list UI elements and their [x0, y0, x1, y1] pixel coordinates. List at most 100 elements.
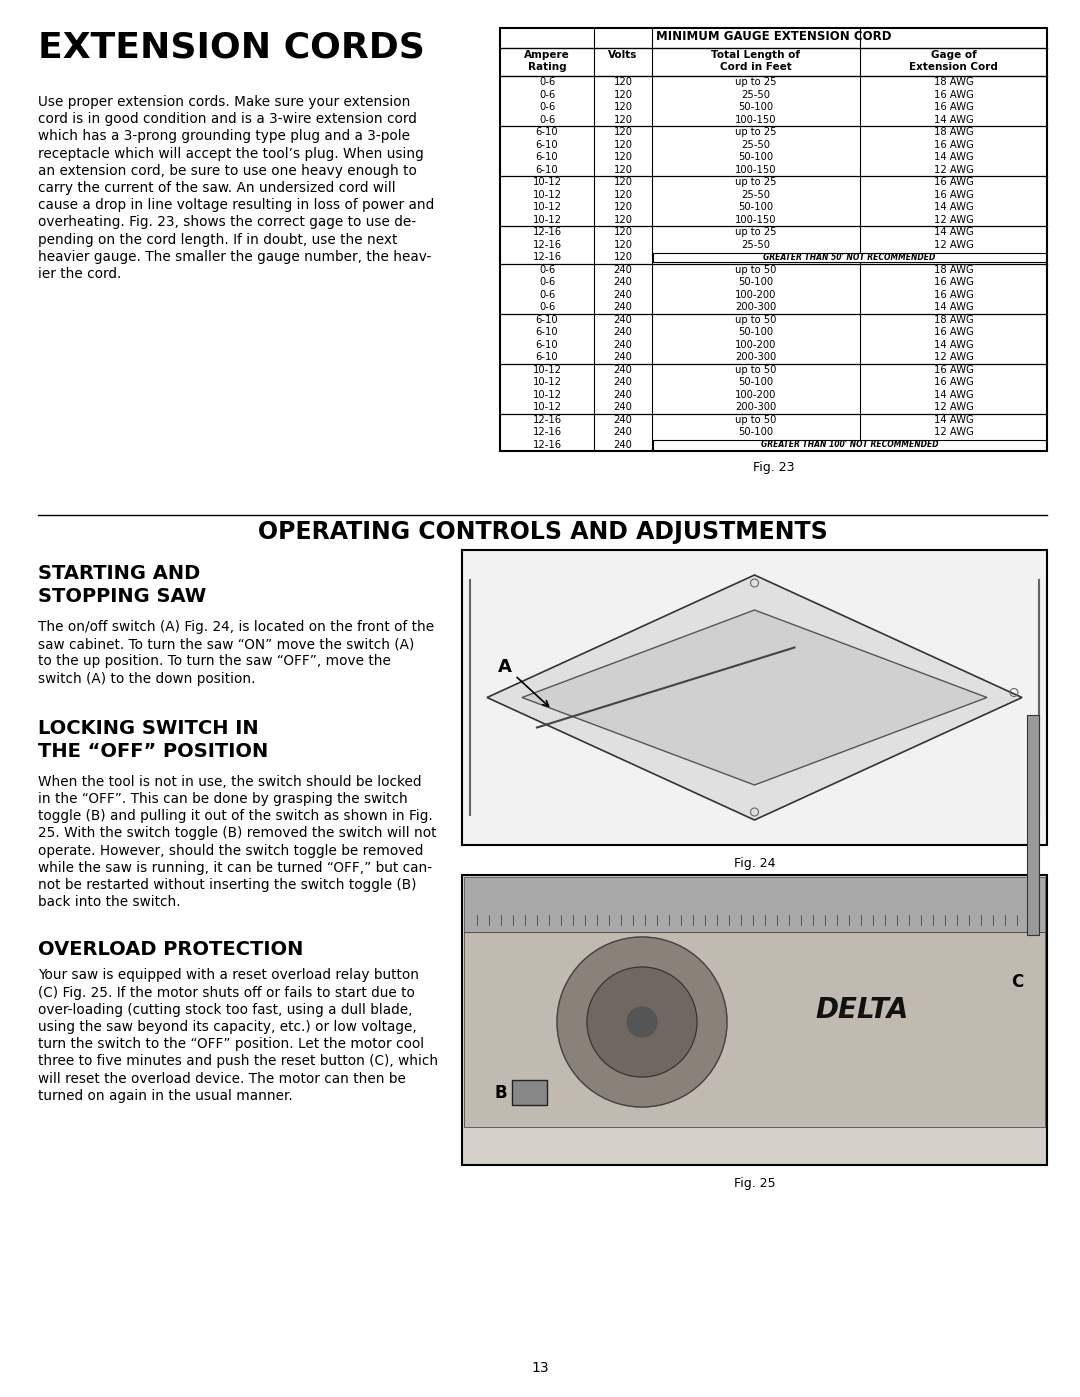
Text: 50-100: 50-100 [739, 277, 773, 288]
Text: 6-10: 6-10 [536, 165, 558, 175]
Text: Fig. 23: Fig. 23 [753, 461, 794, 474]
Text: 0-6: 0-6 [539, 289, 555, 300]
Text: MINIMUM GAUGE EXTENSION CORD: MINIMUM GAUGE EXTENSION CORD [656, 29, 891, 43]
Text: 0-6: 0-6 [539, 115, 555, 124]
Text: 200-300: 200-300 [735, 302, 777, 313]
Text: Your saw is equipped with a reset overload relay button: Your saw is equipped with a reset overlo… [38, 968, 419, 982]
Text: 200-300: 200-300 [735, 352, 777, 362]
Text: 0-6: 0-6 [539, 265, 555, 275]
Text: up to 50: up to 50 [735, 415, 777, 425]
Text: 16 AWG: 16 AWG [933, 190, 973, 200]
Text: 12-16: 12-16 [532, 228, 562, 237]
Text: 16 AWG: 16 AWG [933, 377, 973, 387]
Text: Fig. 25: Fig. 25 [733, 1178, 775, 1190]
Text: 120: 120 [613, 203, 633, 212]
Text: 13: 13 [531, 1361, 549, 1375]
Text: The on/off switch (A) Fig. 24, is located on the front of the: The on/off switch (A) Fig. 24, is locate… [38, 620, 434, 634]
Text: 14 AWG: 14 AWG [933, 390, 973, 400]
Bar [1027, 715, 1039, 935]
Text: 0-6: 0-6 [539, 277, 555, 288]
Text: 18 AWG: 18 AWG [933, 77, 973, 87]
Text: 14 AWG: 14 AWG [933, 152, 973, 162]
Text: 50-100: 50-100 [739, 327, 773, 337]
Bar [500, 28, 1047, 451]
Text: Ampere
Rating: Ampere Rating [524, 50, 570, 73]
Text: carry the current of the saw. An undersized cord will: carry the current of the saw. An undersi… [38, 182, 395, 196]
Text: 10-12: 10-12 [532, 390, 562, 400]
Text: 14 AWG: 14 AWG [933, 228, 973, 237]
Text: 120: 120 [613, 77, 633, 87]
Text: an extension cord, be sure to use one heavy enough to: an extension cord, be sure to use one he… [38, 163, 417, 177]
Text: 50-100: 50-100 [739, 377, 773, 387]
Text: Gage of
Extension Cord: Gage of Extension Cord [909, 50, 998, 73]
Text: 100-200: 100-200 [735, 289, 777, 300]
Text: switch (A) to the down position.: switch (A) to the down position. [38, 672, 256, 686]
Text: OPERATING CONTROLS AND ADJUSTMENTS: OPERATING CONTROLS AND ADJUSTMENTS [258, 520, 827, 543]
Text: turned on again in the usual manner.: turned on again in the usual manner. [38, 1088, 293, 1102]
Text: in the “OFF”. This can be done by grasping the switch: in the “OFF”. This can be done by graspi… [38, 792, 408, 806]
Text: 0-6: 0-6 [539, 77, 555, 87]
Text: cord is in good condition and is a 3-wire extension cord: cord is in good condition and is a 3-wir… [38, 112, 417, 126]
Text: 12-16: 12-16 [532, 415, 562, 425]
Text: 240: 240 [613, 402, 633, 412]
Text: 6-10: 6-10 [536, 339, 558, 349]
Text: 6-10: 6-10 [536, 152, 558, 162]
Text: 100-200: 100-200 [735, 390, 777, 400]
Text: 100-150: 100-150 [735, 115, 777, 124]
Text: GREATER THAN 100' NOT RECOMMENDED: GREATER THAN 100' NOT RECOMMENDED [760, 440, 939, 450]
Text: 100-150: 100-150 [735, 215, 777, 225]
Text: up to 25: up to 25 [735, 127, 777, 137]
Text: which has a 3-prong grounding type plug and a 3-pole: which has a 3-prong grounding type plug … [38, 130, 410, 144]
Text: 16 AWG: 16 AWG [933, 365, 973, 374]
Text: 120: 120 [613, 240, 633, 250]
Text: 10-12: 10-12 [532, 377, 562, 387]
Text: 240: 240 [613, 339, 633, 349]
Text: Fig. 24: Fig. 24 [733, 856, 775, 870]
Text: 12-16: 12-16 [532, 427, 562, 437]
Text: ier the cord.: ier the cord. [38, 267, 121, 281]
Text: 16 AWG: 16 AWG [933, 140, 973, 149]
Bar [653, 253, 1047, 263]
Text: 120: 120 [613, 177, 633, 187]
Bar [462, 875, 1047, 1165]
Text: 120: 120 [613, 165, 633, 175]
Text: 240: 240 [613, 327, 633, 337]
Text: 50-100: 50-100 [739, 102, 773, 112]
Text: 12 AWG: 12 AWG [933, 352, 973, 362]
Text: 240: 240 [613, 352, 633, 362]
Text: 0-6: 0-6 [539, 302, 555, 313]
Text: 6-10: 6-10 [536, 352, 558, 362]
Text: operate. However, should the switch toggle be removed: operate. However, should the switch togg… [38, 844, 423, 858]
Text: up to 25: up to 25 [735, 77, 777, 87]
Text: 240: 240 [613, 314, 633, 324]
Text: turn the switch to the “OFF” position. Let the motor cool: turn the switch to the “OFF” position. L… [38, 1037, 424, 1051]
Text: 6-10: 6-10 [536, 140, 558, 149]
Text: 100-150: 100-150 [735, 165, 777, 175]
Text: 10-12: 10-12 [532, 215, 562, 225]
Text: 100-200: 100-200 [735, 339, 777, 349]
Text: up to 50: up to 50 [735, 365, 777, 374]
Text: 50-100: 50-100 [739, 203, 773, 212]
Text: 240: 240 [613, 415, 633, 425]
Text: 25-50: 25-50 [742, 240, 770, 250]
Circle shape [588, 967, 697, 1077]
Text: 12 AWG: 12 AWG [933, 240, 973, 250]
Text: 120: 120 [613, 152, 633, 162]
Text: 25-50: 25-50 [742, 140, 770, 149]
Text: 120: 120 [613, 190, 633, 200]
Text: back into the switch.: back into the switch. [38, 895, 180, 909]
Text: 120: 120 [613, 127, 633, 137]
Text: 16 AWG: 16 AWG [933, 277, 973, 288]
Text: 14 AWG: 14 AWG [933, 203, 973, 212]
Text: 12-16: 12-16 [532, 240, 562, 250]
Text: 25. With the switch toggle (B) removed the switch will not: 25. With the switch toggle (B) removed t… [38, 827, 436, 841]
Text: 18 AWG: 18 AWG [933, 127, 973, 137]
Bar [464, 877, 1045, 932]
Text: OVERLOAD PROTECTION: OVERLOAD PROTECTION [38, 940, 303, 960]
Text: 120: 120 [613, 102, 633, 112]
Text: 6-10: 6-10 [536, 314, 558, 324]
Text: 14 AWG: 14 AWG [933, 415, 973, 425]
Text: using the saw beyond its capacity, etc.) or low voltage,: using the saw beyond its capacity, etc.)… [38, 1020, 417, 1034]
Text: 240: 240 [613, 390, 633, 400]
Text: three to five minutes and push the reset button (C), which: three to five minutes and push the reset… [38, 1055, 438, 1069]
